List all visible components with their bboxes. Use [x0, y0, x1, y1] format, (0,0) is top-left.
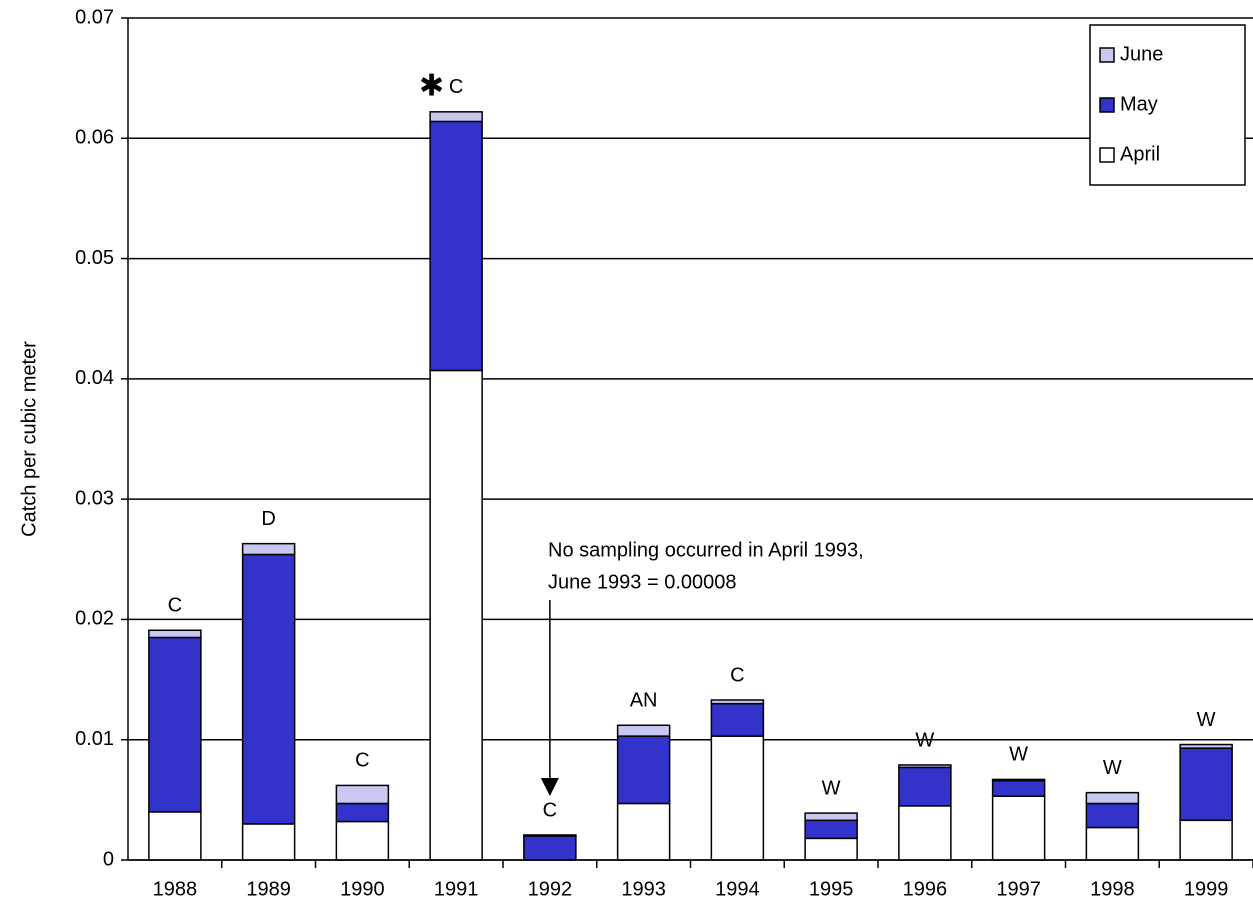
bar-segment: [710, 702, 765, 737]
x-tick-label: 1995: [809, 878, 854, 900]
bar-segment: [804, 812, 858, 822]
bar-segment: [1085, 802, 1140, 829]
annotation: No sampling occurred in April 1993,: [548, 539, 864, 561]
x-tick-label: 1989: [246, 878, 291, 900]
bar-label: D: [261, 508, 275, 530]
bar-label: AN: [630, 690, 658, 712]
bar-label: C: [168, 595, 182, 617]
bar-segment: [616, 735, 671, 805]
legend-label: April: [1120, 143, 1160, 165]
x-tick-label: 1988: [153, 878, 198, 900]
bar-segment: [148, 629, 202, 639]
bar-segment: [523, 835, 577, 861]
x-tick-label: 1993: [621, 878, 666, 900]
bar-segment: [991, 778, 1046, 782]
bar-label: W: [1009, 744, 1028, 766]
y-tick-label: 0.03: [75, 487, 114, 509]
x-tick-label: 1994: [715, 878, 760, 900]
bar-segment: [898, 764, 952, 769]
bar-label: C: [730, 664, 744, 686]
bar-label: W: [822, 777, 841, 799]
x-tick-label: 1997: [996, 878, 1041, 900]
bar-segment: [1085, 791, 1140, 805]
bar-segment: [804, 837, 858, 861]
bar-segment: [523, 834, 577, 837]
legend-swatch: [1099, 147, 1115, 163]
bar-label: C: [449, 76, 463, 98]
x-tick-label: 1991: [434, 878, 479, 900]
bar-segment: [1179, 819, 1233, 861]
x-tick-label: 1992: [528, 878, 573, 900]
y-tick-label: 0.06: [75, 127, 114, 149]
bar-segment: [804, 819, 858, 840]
y-tick-label: 0.04: [75, 367, 114, 389]
bar-segment: [1179, 743, 1233, 749]
y-tick-label: 0.01: [75, 728, 114, 750]
bar-label: C: [355, 750, 369, 772]
x-tick-label: 1998: [1090, 878, 1135, 900]
legend-swatch: [1099, 97, 1115, 113]
bar-segment: [335, 820, 390, 861]
bar-segment: [335, 802, 390, 823]
x-tick-label: 1990: [340, 878, 385, 900]
y-tick-label: 0.02: [75, 608, 114, 630]
bar-segment: [241, 823, 296, 861]
bar-segment: [616, 802, 671, 861]
annotation: June 1993 = 0.00008: [548, 571, 737, 593]
bar-segment: [710, 735, 765, 861]
arrow-head: [540, 778, 559, 796]
bar-segment: [898, 766, 952, 807]
bar-segment: [429, 369, 483, 861]
bar-label: W: [1103, 757, 1122, 779]
bar-segment: [1085, 826, 1140, 861]
bar-segment: [898, 805, 952, 861]
y-axis-label: Catch per cubic meter: [18, 341, 40, 537]
bar-segment: [335, 784, 390, 805]
y-tick-label: 0: [103, 848, 114, 870]
legend-box: [1089, 24, 1246, 186]
bar-segment: [148, 811, 202, 861]
bar-segment: [241, 542, 296, 556]
bar-segment: [1179, 747, 1233, 822]
bar-label: W: [915, 729, 934, 751]
bar-segment: [991, 795, 1046, 861]
legend-label: June: [1120, 43, 1163, 65]
bar-segment: [241, 553, 296, 825]
bar-segment: [710, 699, 765, 705]
bar-segment: [429, 111, 483, 123]
bar-label: C: [543, 799, 557, 821]
bar-segment: [991, 779, 1046, 797]
asterisk: ✱: [419, 70, 444, 103]
y-tick-label: 0.05: [75, 247, 114, 269]
x-tick-label: 1999: [1184, 878, 1229, 900]
bar-segment: [148, 636, 202, 813]
bar-segment: [429, 120, 483, 372]
legend-swatch: [1099, 47, 1115, 63]
y-tick-label: 0.07: [75, 6, 114, 28]
bar-label: W: [1197, 709, 1216, 731]
x-tick-label: 1996: [903, 878, 948, 900]
legend-label: May: [1120, 93, 1158, 115]
bar-segment: [616, 724, 671, 737]
